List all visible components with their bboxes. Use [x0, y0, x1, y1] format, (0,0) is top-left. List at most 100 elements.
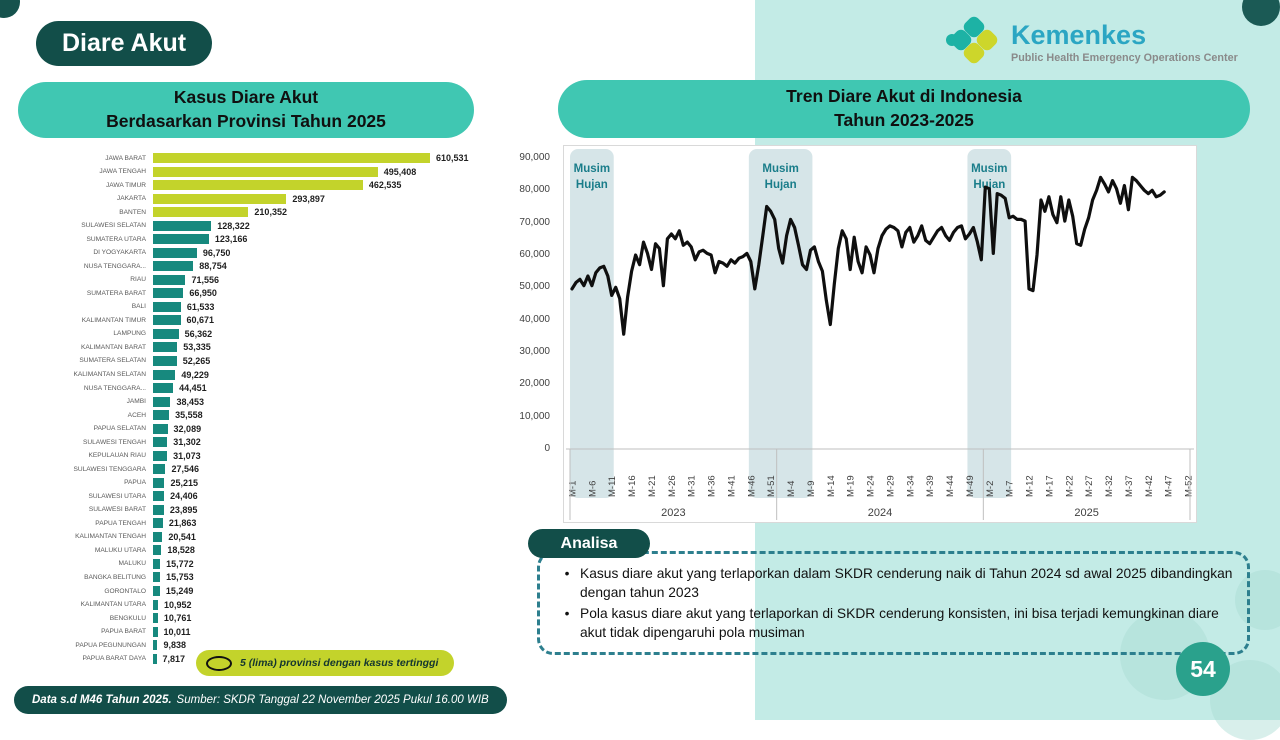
x-tick-label: M-31	[687, 475, 698, 497]
bar-row: SUMATERA UTARA 123,166	[20, 233, 498, 245]
kemenkes-logo: Kemenkes Public Health Emergency Operati…	[945, 12, 1238, 73]
bar-value: 128,322	[217, 220, 250, 231]
x-tick-label: M-51	[766, 475, 777, 497]
bar-row: KALIMANTAN UTARA 10,952	[20, 599, 498, 611]
x-tick-label: M-14	[826, 475, 837, 497]
province-label: SUMATERA UTARA	[86, 235, 146, 243]
bar-value: 44,451	[179, 383, 207, 394]
bar	[153, 423, 168, 434]
province-label: PAPUA PEGUNUNGAN	[75, 641, 146, 649]
bar-row: PAPUA PEGUNUNGAN 9,838	[20, 639, 498, 651]
bar-row: KEPULAUAN RIAU 31,073	[20, 450, 498, 462]
province-label: KALIMANTAN SELATAN	[73, 371, 146, 378]
page-number-badge: 54	[1176, 642, 1230, 696]
bar-value: 25,215	[170, 477, 198, 488]
trend-line-chart: Musim Hujan Musim Hujan Musim Hujan M-1 M-6 M-11…	[563, 145, 1197, 523]
bar	[153, 234, 209, 245]
bar-row: JAKARTA 293,897	[20, 193, 498, 205]
top5-legend: 5 (lima) provinsi dengan kasus tertinggi	[196, 650, 455, 676]
musim-hujan-label: Hujan	[973, 179, 1005, 191]
x-tick-label: M-44	[945, 475, 956, 497]
bar-value: 15,249	[165, 586, 194, 596]
province-label: KEPULAUAN RIAU	[88, 452, 146, 460]
province-label: SULAWESI TENGGARA	[73, 465, 146, 473]
bar-value: 38,453	[176, 396, 204, 407]
bar	[153, 450, 168, 461]
x-tick-label: M-42	[1144, 475, 1155, 497]
bar-row: NUSA TENGGARA... 44,451	[20, 382, 498, 394]
bar	[153, 383, 174, 394]
bar	[153, 599, 158, 610]
province-label: SUMATERA BARAT	[86, 289, 146, 297]
province-label: JAWA TIMUR	[105, 181, 146, 189]
bar-row: DI YOGYAKARTA 96,750	[20, 247, 498, 259]
province-label: NUSA TENGGARA...	[83, 262, 146, 270]
bar-value: 60,671	[186, 315, 215, 326]
province-label: JAWA TENGAH	[99, 168, 146, 176]
province-label: JAMBI	[126, 398, 146, 406]
bar	[153, 220, 212, 231]
x-tick-label: M-49	[965, 475, 976, 497]
x-tick-label: M-41	[726, 475, 737, 497]
analysis-label: Analisa	[528, 529, 650, 558]
bar-value: 15,772	[166, 558, 194, 569]
x-tick-label: M-26	[667, 475, 678, 497]
bar-value: 20,541	[168, 531, 196, 542]
x-tick-label: M-52	[1184, 475, 1195, 497]
province-label: KALIMANTAN TIMUR	[81, 316, 146, 324]
province-label: SUMATERA SELATAN	[79, 357, 146, 365]
musim-hujan-label: Musim	[762, 163, 798, 175]
bar-value: 88,754	[199, 261, 227, 272]
province-label: ACEH	[127, 411, 146, 419]
bar-value: 495,408	[383, 166, 417, 177]
bar-row: RIAU 71,556	[20, 274, 498, 286]
bar	[153, 613, 158, 624]
province-label: SULAWESI UTARA	[88, 492, 146, 500]
y-tick-label: 70,000	[519, 216, 550, 228]
bar-value: 9,838	[163, 640, 186, 651]
bar-row: SUMATERA SELATAN 52,265	[20, 355, 498, 367]
bar-value: 293,897	[292, 193, 325, 204]
bar-row: LAMPUNG 56,362	[20, 328, 498, 340]
bar	[153, 328, 179, 339]
bar-row: JAMBI 38,453	[20, 396, 498, 408]
x-tick-label: M-27	[1084, 475, 1095, 497]
x-tick-label: M-29	[885, 475, 896, 497]
x-tick-label: M-12	[1025, 475, 1036, 497]
y-tick-label: 90,000	[519, 152, 550, 163]
bar-row: JAWA TENGAH 495,408	[20, 166, 498, 178]
province-label: SULAWESI BARAT	[88, 506, 146, 514]
bar-value: 10,952	[163, 599, 192, 610]
bar-value: 462,535	[368, 180, 402, 191]
bar	[153, 558, 161, 569]
trend-svg: Musim Hujan Musim Hujan Musim Hujan M-1 M-6 M-11…	[566, 149, 1195, 520]
bar-row: SULAWESI SELATAN 128,322	[20, 220, 498, 232]
bar	[153, 261, 194, 272]
analysis-bullet-list: • Kasus diare akut yang terlaporkan dalam…	[554, 564, 1237, 642]
musim-hujan-label: Musim	[574, 163, 610, 175]
x-tick-label: M-47	[1164, 475, 1175, 497]
x-tick-label: M-1	[568, 481, 579, 497]
bar-value: 27,546	[171, 464, 200, 475]
bar-row: PAPUA BARAT DAYA 7,817	[20, 653, 498, 665]
x-tick-label: M-39	[925, 475, 936, 497]
province-label: BANTEN	[119, 208, 146, 216]
bar	[153, 477, 165, 488]
bar-value: 96,750	[202, 247, 231, 258]
bar	[153, 626, 158, 637]
decorative-pattern	[1235, 570, 1280, 630]
musim-hujan-band	[570, 149, 614, 498]
musim-hujan-band	[967, 149, 1012, 498]
province-label: PAPUA BARAT DAYA	[82, 655, 146, 663]
musim-hujan-label: Musim	[971, 163, 1007, 175]
bar-row: BANTEN 210,352	[20, 206, 498, 218]
bar-value: 53,335	[183, 342, 211, 353]
decorative-circle-top-left	[0, 0, 20, 18]
bar-row: NUSA TENGGARA... 88,754	[20, 260, 498, 272]
x-tick-label: M-4	[786, 481, 797, 497]
logo-mark-icon	[945, 12, 1003, 73]
bar	[153, 640, 158, 651]
bar	[153, 531, 163, 542]
trend-y-axis-labels: 0 10,000 20,000 30,000 40,000 50,000 60,000 70,…	[492, 145, 556, 523]
bar	[153, 342, 178, 353]
